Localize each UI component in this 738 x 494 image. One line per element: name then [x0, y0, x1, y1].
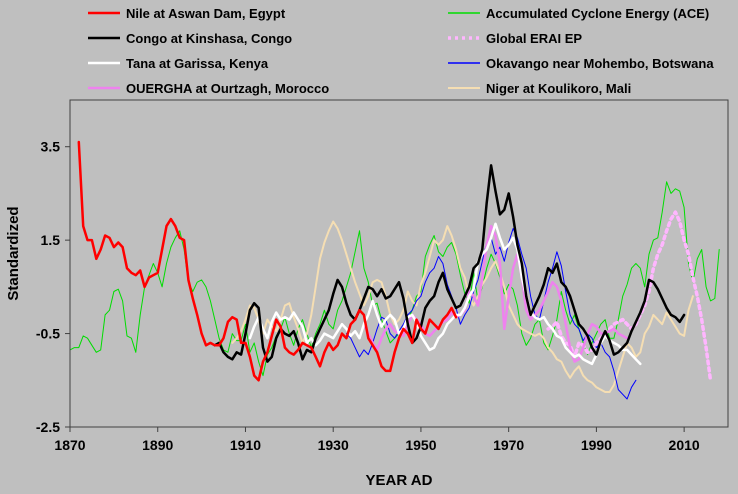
legend-label-4: Accumulated Cyclone Energy (ACE) — [486, 6, 709, 21]
y-tick-label: 1.5 — [41, 232, 61, 248]
series-layer — [69, 140, 720, 400]
x-tick-label: 1990 — [581, 437, 612, 453]
series-line-0 — [77, 140, 458, 382]
y-tick-label: -0.5 — [36, 326, 60, 342]
legend-label-1: Congo at Kinshasa, Congo — [126, 31, 292, 46]
x-tick-label: 1950 — [405, 437, 436, 453]
y-tick-label: 3.5 — [41, 139, 61, 155]
legend: Nile at Aswan Dam, Egypt Accumulated Cycl… — [88, 6, 714, 96]
series-line-1 — [213, 164, 686, 363]
x-tick-label: 2010 — [669, 437, 700, 453]
x-tick-label: 1910 — [230, 437, 261, 453]
y-axis-title: Standardized — [5, 206, 22, 300]
legend-label-3: OUERGHA at Ourtzagh, Morocco — [126, 81, 329, 96]
legend-label-0: Nile at Aswan Dam, Egypt — [126, 6, 286, 21]
x-axis-title: YEAR AD — [366, 472, 433, 489]
y-tick-label: -2.5 — [36, 419, 60, 435]
axes-layer: 3.5 1.5 -0.5 -2.5 1870 1890 1910 1930 1950 1970 19… — [36, 100, 728, 453]
x-tick-label: 1890 — [142, 437, 173, 453]
x-tick-label: 1930 — [318, 437, 349, 453]
legend-label-5: Global ERAI EP — [486, 31, 582, 46]
legend-label-7: Niger at Koulikoro, Mali — [486, 81, 631, 96]
legend-label-2: Tana at Garissa, Kenya — [126, 56, 269, 71]
series-line-7 — [231, 220, 694, 393]
legend-label-6: Okavango near Mohembo, Botswana — [486, 56, 714, 71]
x-tick-label: 1870 — [54, 437, 85, 453]
x-tick-label: 1970 — [493, 437, 524, 453]
series-line-5 — [546, 210, 713, 383]
